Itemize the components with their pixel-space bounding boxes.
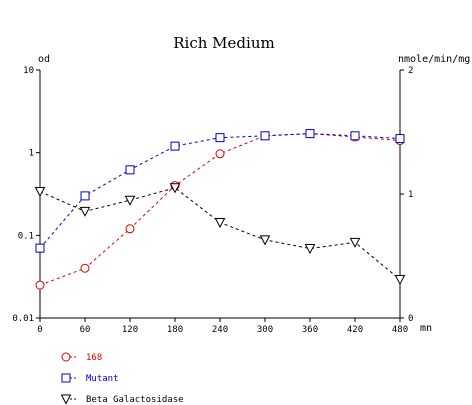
- legend-label: Mutant: [86, 374, 119, 384]
- left-axis-label: od: [38, 54, 50, 65]
- triangle-marker: [394, 275, 406, 286]
- square-marker: [125, 165, 135, 175]
- legend-label: Beta Galactosidase: [86, 395, 184, 405]
- chart-title: Rich Medium: [173, 34, 274, 52]
- circle-marker: [125, 224, 135, 234]
- series-mutant: [35, 129, 405, 253]
- circle-marker: [35, 280, 45, 290]
- legend-label: 168: [86, 353, 102, 363]
- triangle-marker: [60, 394, 72, 405]
- series-line: [39, 187, 401, 280]
- legend-item: Mutant: [61, 373, 119, 384]
- series-beta-galactosidase: [34, 183, 406, 286]
- x-tick-label: 240: [212, 325, 228, 335]
- triangle-marker: [214, 218, 226, 229]
- triangle-marker: [169, 183, 181, 194]
- triangle-marker: [259, 235, 271, 246]
- left-tick-label: 1: [29, 149, 34, 159]
- triangle-marker: [304, 244, 316, 255]
- triangle-marker: [34, 187, 46, 198]
- x-tick-label: 60: [80, 325, 91, 335]
- square-marker: [305, 129, 315, 139]
- legend-item: Beta Galactosidase: [60, 394, 184, 405]
- square-marker: [61, 373, 71, 383]
- circle-marker: [80, 263, 90, 273]
- x-tick-label: 420: [347, 325, 363, 335]
- x-tick-label: 300: [257, 325, 273, 335]
- left-tick-label: 10: [23, 66, 34, 76]
- x-tick-label: 480: [392, 325, 408, 335]
- square-marker: [260, 131, 270, 141]
- square-marker: [35, 243, 45, 253]
- square-marker: [215, 133, 225, 143]
- legend-item: 168: [61, 352, 102, 363]
- right-axis-label: nmole/min/mg: [398, 54, 470, 65]
- triangle-marker: [349, 237, 361, 248]
- left-tick-label: 0.1: [18, 231, 34, 241]
- legend: 168 Mutant Beta Galactosidase: [60, 352, 184, 405]
- triangle-marker: [124, 195, 136, 206]
- square-marker: [395, 134, 405, 144]
- x-axis-unit: mn: [420, 323, 432, 334]
- circle-marker: [61, 352, 71, 362]
- right-tick-label: 2: [408, 66, 413, 76]
- series-layer: [34, 129, 406, 290]
- triangle-marker: [79, 206, 91, 217]
- series-line: [39, 133, 401, 286]
- square-marker: [170, 141, 180, 151]
- x-tick-label: 0: [37, 325, 42, 335]
- x-tick-label: 360: [302, 325, 318, 335]
- x-tick-label: 120: [122, 325, 138, 335]
- circle-marker: [215, 149, 225, 159]
- left-tick-label: 0.01: [12, 314, 34, 324]
- square-marker: [80, 191, 90, 201]
- x-tick-label: 180: [167, 325, 183, 335]
- square-marker: [350, 131, 360, 141]
- right-tick-label: 0: [408, 314, 413, 324]
- right-tick-label: 1: [408, 190, 413, 200]
